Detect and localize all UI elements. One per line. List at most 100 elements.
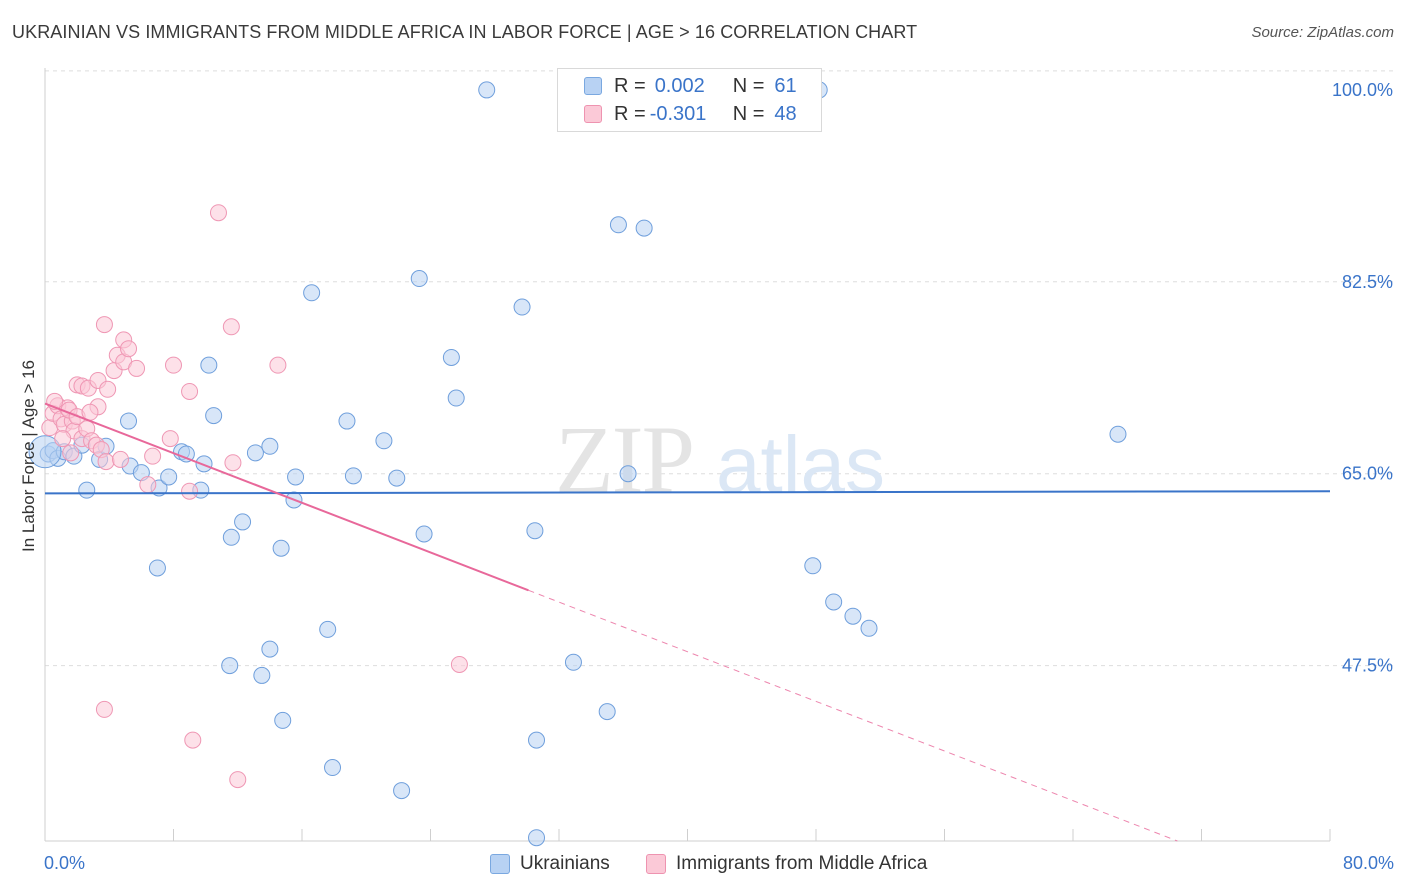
point-ukrainians [388, 469, 406, 487]
point-ukrainians [177, 445, 195, 463]
point-immigrants [229, 771, 247, 789]
point-ukrainians [274, 711, 292, 729]
legend-r-value: 0.002 [654, 74, 705, 97]
point-ukrainians [804, 557, 822, 575]
watermark-atlas: atlas [716, 420, 885, 509]
legend-n-label: N = [732, 74, 765, 97]
point-immigrants [97, 453, 115, 471]
point-ukrainians [860, 619, 878, 637]
legend-swatch-pink [646, 854, 666, 874]
point-immigrants [95, 316, 113, 334]
point-ukrainians [415, 525, 433, 543]
legend-n-value: 61 [774, 74, 797, 97]
point-immigrants [95, 700, 113, 718]
legend-label-immigrants: Immigrants from Middle Africa [676, 853, 928, 874]
correlation-legend: R = 0.002 N = 61 R = -0.301 N = 48 [557, 68, 822, 132]
point-ukrainians [200, 356, 218, 374]
grid-layer [45, 70, 1394, 667]
trendline-ukrainians [44, 490, 1331, 495]
source-label: Source: ZipAtlas.com [1251, 24, 1394, 41]
legend-n-label: N = [732, 102, 765, 125]
point-ukrainians [261, 640, 279, 658]
point-ukrainians [120, 412, 138, 430]
point-ukrainians [375, 432, 393, 450]
point-ukrainians [1109, 425, 1127, 443]
legend-item-immigrants[interactable]: Immigrants from Middle Africa [646, 853, 927, 875]
point-ukrainians [195, 455, 213, 473]
point-ukrainians [148, 559, 166, 577]
point-immigrants [62, 444, 80, 462]
point-ukrainians [324, 759, 342, 777]
y-tick-label: 65.0% [1342, 464, 1393, 484]
chart-title: UKRAINIAN VS IMMIGRANTS FROM MIDDLE AFRI… [12, 22, 918, 42]
legend-r-label: R = [614, 74, 646, 97]
point-ukrainians [513, 298, 531, 316]
point-ukrainians [478, 81, 496, 99]
point-ukrainians [160, 468, 178, 486]
y-tick-label: 47.5% [1342, 656, 1393, 676]
point-ukrainians [526, 522, 544, 540]
point-ukrainians [287, 468, 305, 486]
point-ukrainians [609, 216, 627, 234]
y-tick-label: 82.5% [1342, 272, 1393, 292]
legend-swatch-blue [584, 77, 602, 95]
legend-n-value: 48 [774, 102, 797, 125]
point-ukrainians [272, 539, 290, 557]
x-tick-label-max: 80.0% [1343, 853, 1394, 873]
watermark: ZIP atlas [555, 406, 885, 513]
point-immigrants [144, 447, 162, 465]
legend-swatch-pink [584, 105, 602, 123]
point-ukrainians [447, 389, 465, 407]
point-ukrainians [261, 437, 279, 455]
point-ukrainians [410, 270, 428, 288]
point-ukrainians [78, 481, 96, 499]
point-ukrainians [635, 219, 653, 237]
trendline-extension-immigrants [528, 589, 1178, 842]
label-layer: 47.5% 65.0% 82.5% 100.0% 0.0% 80.0% In Labor F… [19, 80, 1394, 873]
point-ukrainians [844, 607, 862, 625]
point-immigrants [184, 731, 202, 749]
legend-r-value: -0.301 [649, 102, 707, 125]
point-immigrants [128, 359, 146, 377]
point-immigrants [222, 318, 240, 336]
points-layer [28, 81, 1127, 847]
legend-r-label: R = [614, 102, 646, 125]
point-ukrainians [528, 731, 546, 749]
point-ukrainians [825, 593, 843, 611]
point-ukrainians [234, 513, 252, 531]
point-ukrainians [528, 829, 546, 847]
point-immigrants [181, 382, 199, 400]
point-immigrants [450, 655, 468, 673]
point-immigrants [99, 380, 117, 398]
trendline-immigrants [44, 402, 529, 592]
point-immigrants [161, 430, 179, 448]
point-ukrainians [598, 703, 616, 721]
point-ukrainians [338, 412, 356, 430]
point-ukrainians [319, 620, 337, 638]
y-axis-label: In Labor Force | Age > 16 [19, 360, 38, 552]
legend-label-ukrainians: Ukrainians [520, 853, 610, 874]
point-ukrainians [205, 407, 223, 425]
point-ukrainians [253, 666, 271, 684]
legend-row-immigrants: R = -0.301 N = 48 [558, 100, 797, 128]
point-ukrainians [303, 284, 321, 302]
point-immigrants [111, 450, 129, 468]
point-ukrainians [222, 528, 240, 546]
series-legend: Ukrainians Immigrants from Middle Africa [0, 851, 1406, 879]
y-tick-label: 100.0% [1332, 80, 1393, 100]
watermark-zip: ZIP [555, 406, 693, 513]
point-ukrainians [393, 782, 411, 800]
point-immigrants [139, 476, 157, 494]
legend-swatch-blue [490, 854, 510, 874]
point-immigrants [224, 454, 242, 472]
point-immigrants [269, 356, 287, 374]
point-ukrainians [442, 348, 460, 366]
point-ukrainians [564, 653, 582, 671]
x-tick-label-min: 0.0% [44, 853, 85, 873]
point-ukrainians [344, 467, 362, 485]
point-ukrainians [28, 435, 62, 469]
point-ukrainians [246, 444, 264, 462]
point-immigrants [209, 204, 227, 222]
trend-layer [44, 402, 1331, 842]
legend-item-ukrainians[interactable]: Ukrainians [490, 853, 610, 875]
